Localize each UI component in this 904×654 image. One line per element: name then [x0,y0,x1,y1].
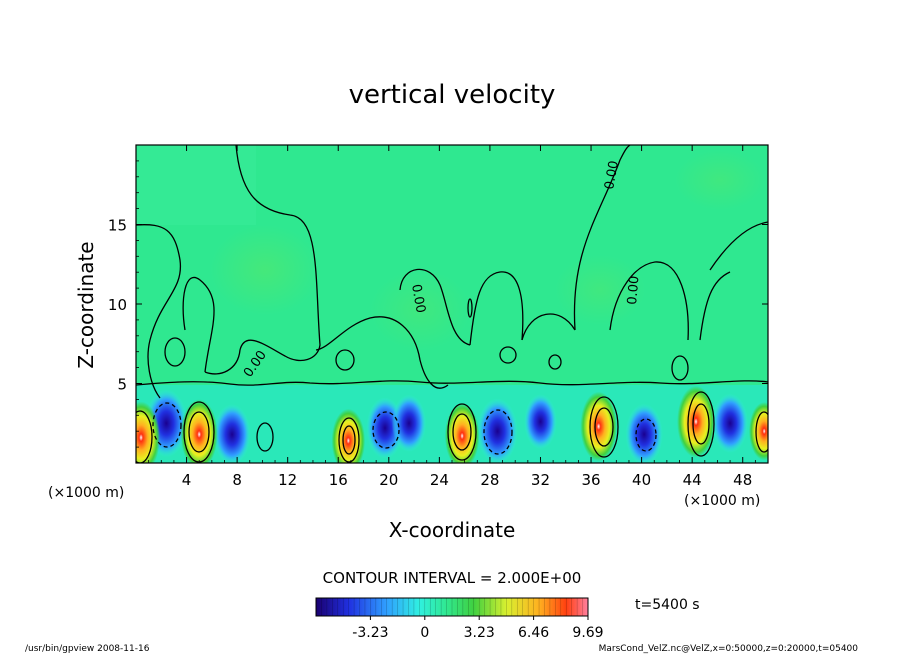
y-tick-label: 15 [108,217,127,235]
colorbar-tick-label: -3.23 [352,625,388,641]
y-tick-label: 10 [108,296,127,314]
colorbar-tick-label: 3.23 [464,625,495,641]
x-tick-label: 4 [182,471,192,489]
time-label: t=5400 s [635,597,700,613]
updraft-cell [444,403,480,463]
contour-interval-text: CONTOUR INTERVAL = 2.000E+00 [323,569,582,587]
x-tick-label: 20 [379,471,398,489]
contour-label: 0.00 [625,275,642,305]
soft-updraft-plume [210,225,320,315]
colorbar-tick-label: 0 [420,625,429,641]
upper-band-left [136,145,256,225]
contour-lines [136,145,768,463]
downdraft-cell [625,403,663,463]
updraft-cell [749,402,768,461]
x-tick-label: 28 [480,471,499,489]
colorbar-ticks: -3.23 0 3.23 6.46 9.69 [352,616,604,641]
y-tick-label: 5 [117,376,127,394]
x-tick-label: 8 [232,471,242,489]
contour-label: 0.00 [602,160,622,191]
downdraft-cell [391,394,427,452]
x-axis-ticks: 4 8 12 16 20 24 28 32 36 40 44 48 [148,145,756,489]
y-axis-title: Z-coordinate [74,241,98,368]
contour-label: 0.00 [408,283,428,314]
footer-right: MarsCond_VelZ.nc@VelZ,x=0:50000,z=0:2000… [599,644,859,654]
plot-field: 0.00 0.00 0.00 0.00 [136,145,768,463]
downdraft-cell [712,393,749,454]
footer-left: /usr/bin/gpview 2008-11-16 [25,644,150,654]
updraft-cell [180,399,218,463]
x-tick-label: 24 [430,471,449,489]
x-tick-label: 12 [278,471,297,489]
x-unit-label-right: (×1000 m) [684,493,760,509]
chart-title: vertical velocity [349,80,556,110]
colorbar [315,597,589,617]
downdraft-cell [213,403,251,463]
x-tick-label: 44 [683,471,702,489]
x-tick-label: 36 [581,471,600,489]
x-axis-title: X-coordinate [389,518,516,542]
soft-updraft-plume [675,150,765,210]
colorbar-tick-label: 9.69 [572,625,603,641]
y-axis-ticks: 5 10 15 [108,160,768,448]
x-tick-label: 48 [733,471,752,489]
x-tick-label: 40 [632,471,651,489]
x-tick-label: 16 [329,471,348,489]
colorbar-divisions [321,598,583,616]
soft-updraft-plume [370,270,470,350]
x-tick-label: 32 [531,471,550,489]
x-unit-label-left: (×1000 m) [48,485,124,501]
downdraft-cell [524,394,557,450]
colorbar-tick-label: 6.46 [518,625,549,641]
